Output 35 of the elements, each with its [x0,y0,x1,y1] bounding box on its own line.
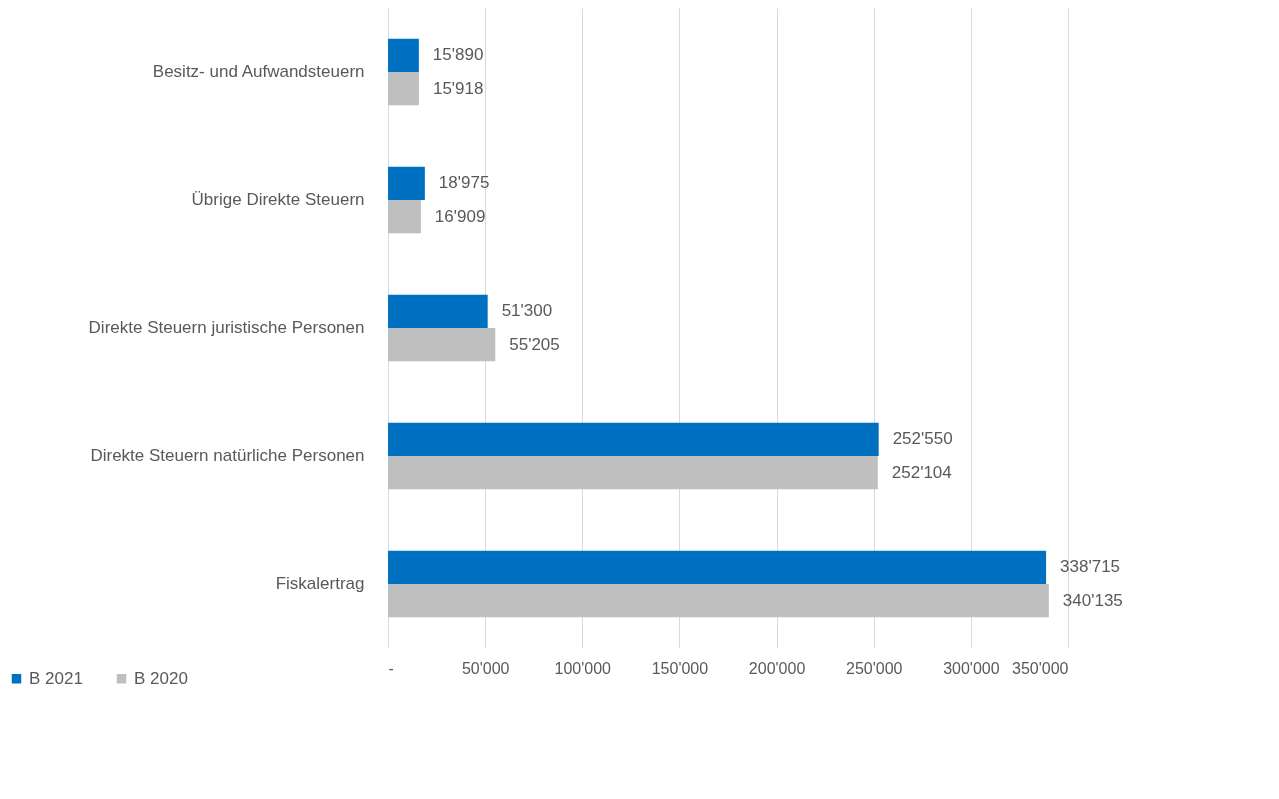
y-tick-label: Direkte Steuern juristische Personen [88,318,365,337]
x-tick-label: - [388,659,394,677]
legend-label: B 2020 [134,668,188,688]
data-label: 16'909 [434,206,486,226]
y-tick-label: Fiskalertrag [275,574,365,593]
bar [388,200,421,234]
x-tick-label: 50'000 [461,659,510,677]
data-label: 252'550 [892,429,953,449]
bar [388,456,878,490]
x-tick-label: 350'000 [1012,659,1069,677]
x-tick-label: 150'000 [651,659,709,677]
data-label: 18'975 [438,173,490,193]
data-label: 340'135 [1062,590,1123,610]
data-label: 51'300 [501,301,553,321]
bar [388,422,879,456]
bar [388,550,1047,584]
bar [388,328,496,362]
data-label: 55'205 [509,334,560,354]
bar [388,72,419,106]
data-label: 15'890 [432,45,484,65]
y-tick-label: Besitz- und Aufwandsteuern [152,62,365,81]
x-tick-label: 250'000 [845,659,903,677]
x-tick-label: 300'000 [943,659,1000,677]
x-tick-label: 200'000 [748,659,806,677]
bar [388,38,419,72]
bar [388,166,425,200]
y-tick-label: Direkte Steuern natürliche Personen [90,446,365,465]
data-label: 338'715 [1060,557,1121,577]
x-tick-label: 100'000 [554,659,612,677]
bar [388,294,488,328]
bar [388,584,1049,618]
y-tick-label: Übrige Direkte Steuern [191,190,365,209]
data-label: 15'918 [432,78,484,98]
legend-label: B 2021 [29,668,83,688]
data-label: 252'104 [891,462,952,482]
